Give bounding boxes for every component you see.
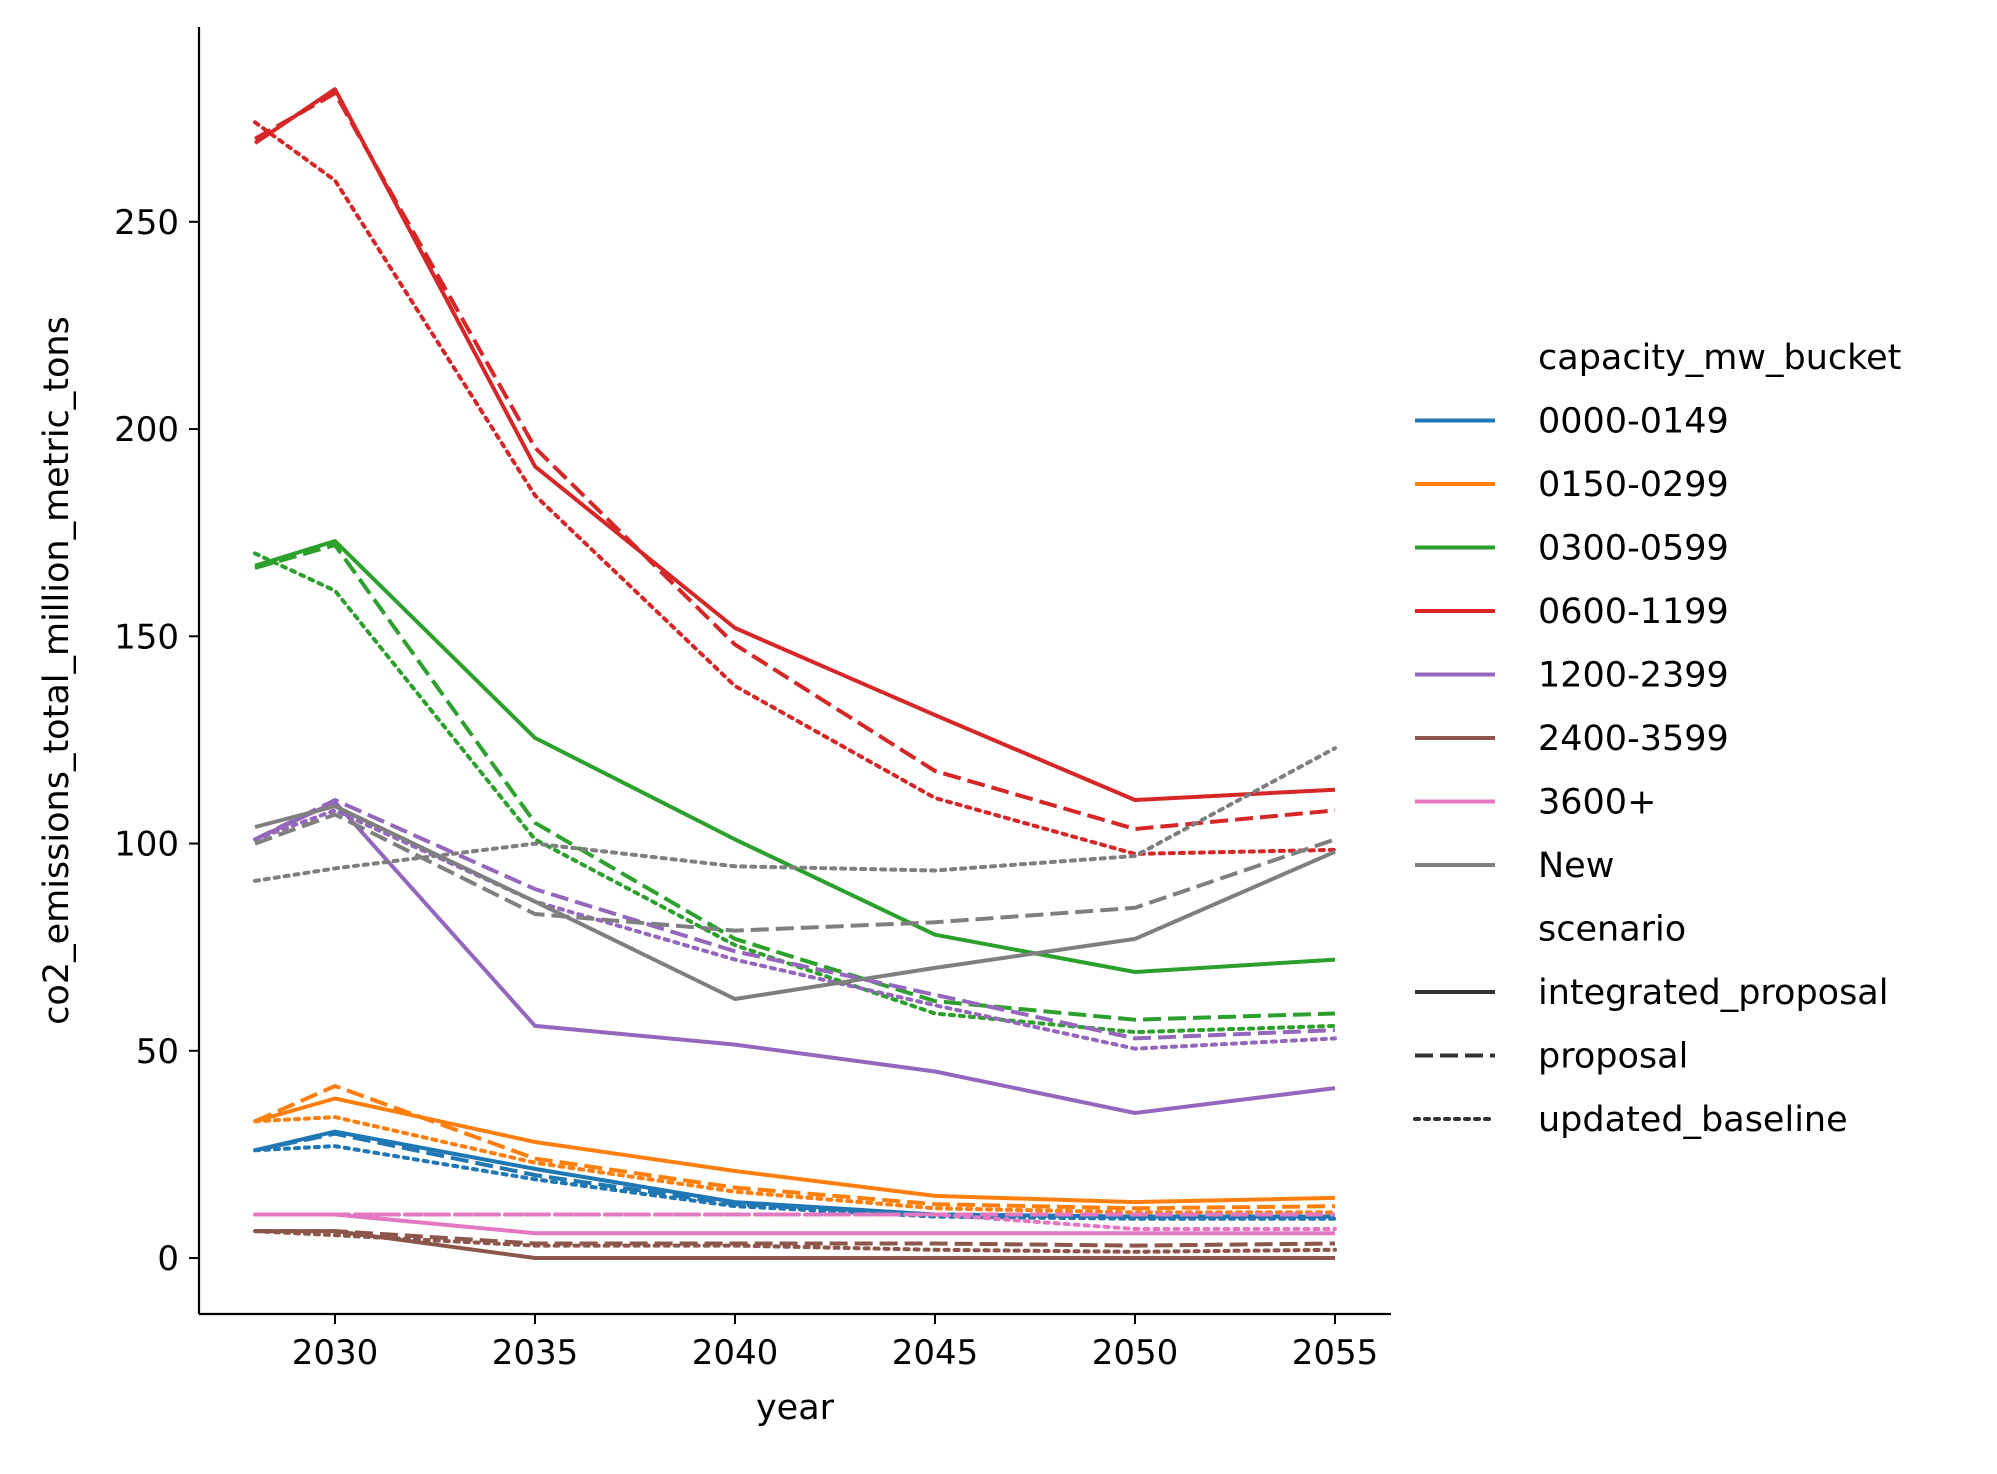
series-lines xyxy=(253,87,1337,1260)
legend-label: 0000-0149 xyxy=(1538,402,1729,442)
series-line-0300-0599-proposal xyxy=(254,543,1336,1022)
x-tick-label: 2035 xyxy=(492,1333,579,1373)
y-axis-title: co2_emissions_total_million_metric_tons xyxy=(37,316,77,1025)
series-line-1200-2399-updated-baseline xyxy=(253,808,1337,1051)
series-line-3600plus-updated-baseline xyxy=(253,1212,1337,1231)
legend-hue-title: capacity_mw_bucket xyxy=(1538,338,1901,378)
axes: 2030 2035 2040 2045 2050 2055 0 50 100 150 200 250 y… xyxy=(37,27,1391,1428)
x-tick-label: 2040 xyxy=(692,1333,779,1373)
y-tick-label: 250 xyxy=(114,203,179,243)
series-line-0300-0599-updated-baseline xyxy=(253,551,1337,1035)
series-line-0600-1199-integrated-proposal xyxy=(253,87,1336,802)
y-tick-label: 200 xyxy=(114,410,179,450)
legend-label: updated_baseline xyxy=(1538,1100,1848,1140)
x-tick-label: 2050 xyxy=(1092,1333,1179,1373)
legend-style-title: scenario xyxy=(1538,910,1686,950)
series-line-0000-0149-updated-baseline xyxy=(253,1144,1337,1221)
series-line-0000-0149-integrated-proposal xyxy=(254,1129,1335,1219)
legend: capacity_mw_bucket 0000-0149 0150-0299 0300… xyxy=(1413,338,1901,1140)
y-tick-label: 150 xyxy=(114,617,179,657)
x-tick-label: 2030 xyxy=(292,1333,379,1373)
series-line-new-proposal xyxy=(254,812,1336,933)
legend-label: 3600+ xyxy=(1538,783,1656,823)
y-tick-label: 100 xyxy=(114,825,179,865)
legend-label: 0300-0599 xyxy=(1538,529,1729,569)
series-line-2400-3599-proposal xyxy=(255,1229,1336,1248)
series-line-0600-1199-proposal xyxy=(254,91,1336,831)
series-line-new-updated-baseline xyxy=(253,746,1337,883)
y-tick-label: 0 xyxy=(157,1239,179,1279)
legend-label: 1200-2399 xyxy=(1538,656,1729,696)
legend-label: integrated_proposal xyxy=(1538,973,1888,1013)
series-line-1200-2399-proposal xyxy=(254,798,1336,1041)
legend-label: 0600-1199 xyxy=(1538,592,1729,632)
series-line-0150-0299-proposal xyxy=(254,1084,1336,1211)
legend-label: 2400-3599 xyxy=(1538,719,1729,759)
x-tick-label: 2045 xyxy=(892,1333,979,1373)
series-line-2400-3599-updated-baseline xyxy=(253,1229,1337,1254)
series-line-0000-0149-proposal xyxy=(254,1131,1335,1219)
legend-label: New xyxy=(1538,846,1614,886)
series-line-0600-1199-updated-baseline xyxy=(253,120,1337,856)
x-tick-label: 2055 xyxy=(1292,1333,1379,1373)
series-line-new-integrated-proposal xyxy=(254,804,1336,1001)
legend-label: 0150-0299 xyxy=(1538,465,1729,505)
series-line-0300-0599-integrated-proposal xyxy=(254,539,1336,974)
x-axis-title: year xyxy=(756,1388,835,1428)
series-line-0150-0299-updated-baseline xyxy=(253,1115,1337,1215)
series-line-0150-0299-integrated-proposal xyxy=(254,1096,1336,1205)
y-tick-label: 50 xyxy=(136,1032,179,1072)
legend-label: proposal xyxy=(1538,1037,1688,1077)
